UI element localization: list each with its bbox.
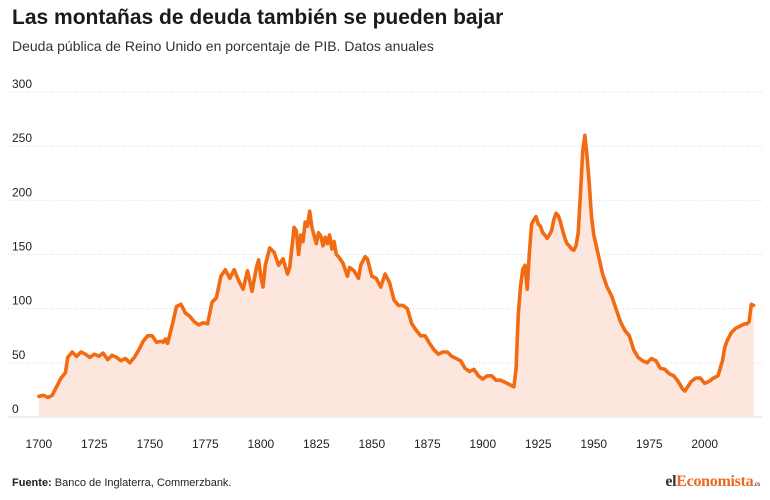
x-tick-label: 1925 xyxy=(525,437,552,451)
x-tick-label: 1750 xyxy=(137,437,164,451)
x-tick-label: 1850 xyxy=(358,437,385,451)
x-tick-label: 1875 xyxy=(414,437,441,451)
logo-part-3: .es xyxy=(753,480,760,488)
x-tick-label: 1800 xyxy=(247,437,274,451)
source-note: Fuente: Banco de Inglaterra, Commerzbank… xyxy=(12,477,232,489)
y-tick-label: 150 xyxy=(12,240,32,254)
chart-title: Las montañas de deuda también se pueden … xyxy=(12,6,504,29)
y-tick-label: 200 xyxy=(12,185,32,199)
y-tick-label: 300 xyxy=(12,77,32,91)
x-tick-label: 1825 xyxy=(303,437,330,451)
y-tick-label: 250 xyxy=(12,131,32,145)
x-tick-label: 1775 xyxy=(192,437,219,451)
source-label: Fuente: xyxy=(12,477,52,489)
x-tick-label: 1900 xyxy=(469,437,496,451)
chart-subtitle: Deuda pública de Reino Unido en porcenta… xyxy=(12,38,434,54)
debt-series-line xyxy=(37,133,756,400)
logo-part-1: el xyxy=(665,473,677,490)
debt-line xyxy=(37,133,756,400)
x-tick-label: 1725 xyxy=(81,437,108,451)
x-tick-label: 2000 xyxy=(691,437,718,451)
y-tick-label: 100 xyxy=(12,294,32,308)
debt-area xyxy=(38,135,754,418)
y-tick-label: 50 xyxy=(12,348,26,362)
x-tick-label: 1950 xyxy=(580,437,607,451)
y-tick-label: 0 xyxy=(12,402,19,416)
y-axis-labels: 0 50 100 150 200 250 300 xyxy=(12,77,32,416)
source-text: Banco de Inglaterra, Commerzbank. xyxy=(51,477,232,489)
x-axis-labels: 1700 1725 1750 1775 1800 1825 1850 1875 1900 1925… xyxy=(26,437,719,451)
logo-part-2: Economista xyxy=(676,473,754,490)
debt-area-fill xyxy=(38,135,754,418)
x-tick-label: 1700 xyxy=(26,437,53,451)
x-tick-label: 1975 xyxy=(636,437,663,451)
brand-logo: elEconomista.es xyxy=(665,473,760,491)
